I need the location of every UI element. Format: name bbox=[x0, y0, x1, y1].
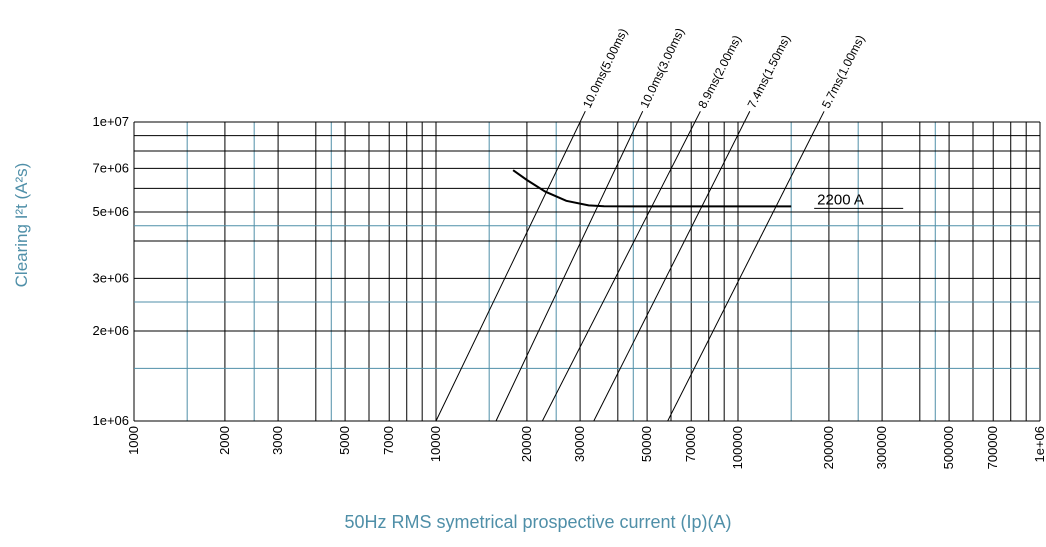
y-tick-label: 2e+06 bbox=[92, 323, 129, 338]
x-tick-label: 30000 bbox=[572, 426, 587, 462]
x-tick-label: 70000 bbox=[683, 426, 698, 462]
x-tick-label: 20000 bbox=[519, 426, 534, 462]
y-axis-title-text: Clearing I²t (A²s) bbox=[12, 162, 31, 288]
x-tick-label: 3000 bbox=[270, 426, 285, 455]
reference-line bbox=[541, 111, 701, 422]
reference-line-label: 7.4ms(1.50ms) bbox=[745, 33, 794, 111]
y-tick-label: 5e+06 bbox=[92, 204, 129, 219]
series: 2200 A bbox=[512, 169, 904, 209]
reference-line bbox=[667, 111, 825, 422]
x-tick-label: 1e+06 bbox=[1032, 426, 1046, 463]
series-label: 2200 A bbox=[817, 191, 864, 208]
reference-line-label: 8.9ms(2.00ms) bbox=[695, 33, 744, 111]
reference-line-label: 10.0ms(3.00ms) bbox=[637, 26, 687, 110]
x-tick-label: 7000 bbox=[381, 426, 396, 455]
tick-labels: 1e+06 2e+06 3e+06 5e+06 7e+06 1e+07 1000 2000 30… bbox=[92, 114, 1046, 469]
x-axis-title: 50Hz RMS symetrical prospective current … bbox=[344, 512, 732, 532]
x-tick-label: 300000 bbox=[874, 426, 889, 469]
y-tick-label: 1e+07 bbox=[92, 114, 129, 129]
reference-line-label: 5.7ms(1.00ms) bbox=[819, 33, 868, 111]
x-tick-label: 50000 bbox=[639, 426, 654, 462]
y-tick-label: 1e+06 bbox=[92, 413, 129, 428]
y-axis-title: Clearing I²t (A²s) bbox=[2, 120, 42, 330]
grid bbox=[133, 121, 1041, 422]
x-tick-label: 500000 bbox=[941, 426, 956, 469]
x-tick-label: 200000 bbox=[821, 426, 836, 469]
x-tick-label: 5000 bbox=[337, 426, 352, 455]
x-tick-label: 700000 bbox=[985, 426, 1000, 469]
y-tick-label: 7e+06 bbox=[92, 160, 129, 175]
reference-line-label: 10.0ms(5.00ms) bbox=[580, 26, 630, 110]
reference-line bbox=[495, 110, 644, 422]
x-tick-label: 10000 bbox=[428, 426, 443, 462]
x-tick-label: 1000 bbox=[126, 426, 141, 455]
series-line bbox=[512, 169, 792, 208]
y-tick-label: 3e+06 bbox=[92, 270, 129, 285]
x-tick-label: 2000 bbox=[217, 426, 232, 455]
reference-line bbox=[593, 111, 751, 422]
reference-lines: 10.0ms(5.00ms) 10.0ms(3.00ms) 8.9ms(2.00ms… bbox=[435, 26, 868, 422]
reference-line bbox=[435, 110, 586, 422]
x-tick-label: 100000 bbox=[730, 426, 745, 469]
